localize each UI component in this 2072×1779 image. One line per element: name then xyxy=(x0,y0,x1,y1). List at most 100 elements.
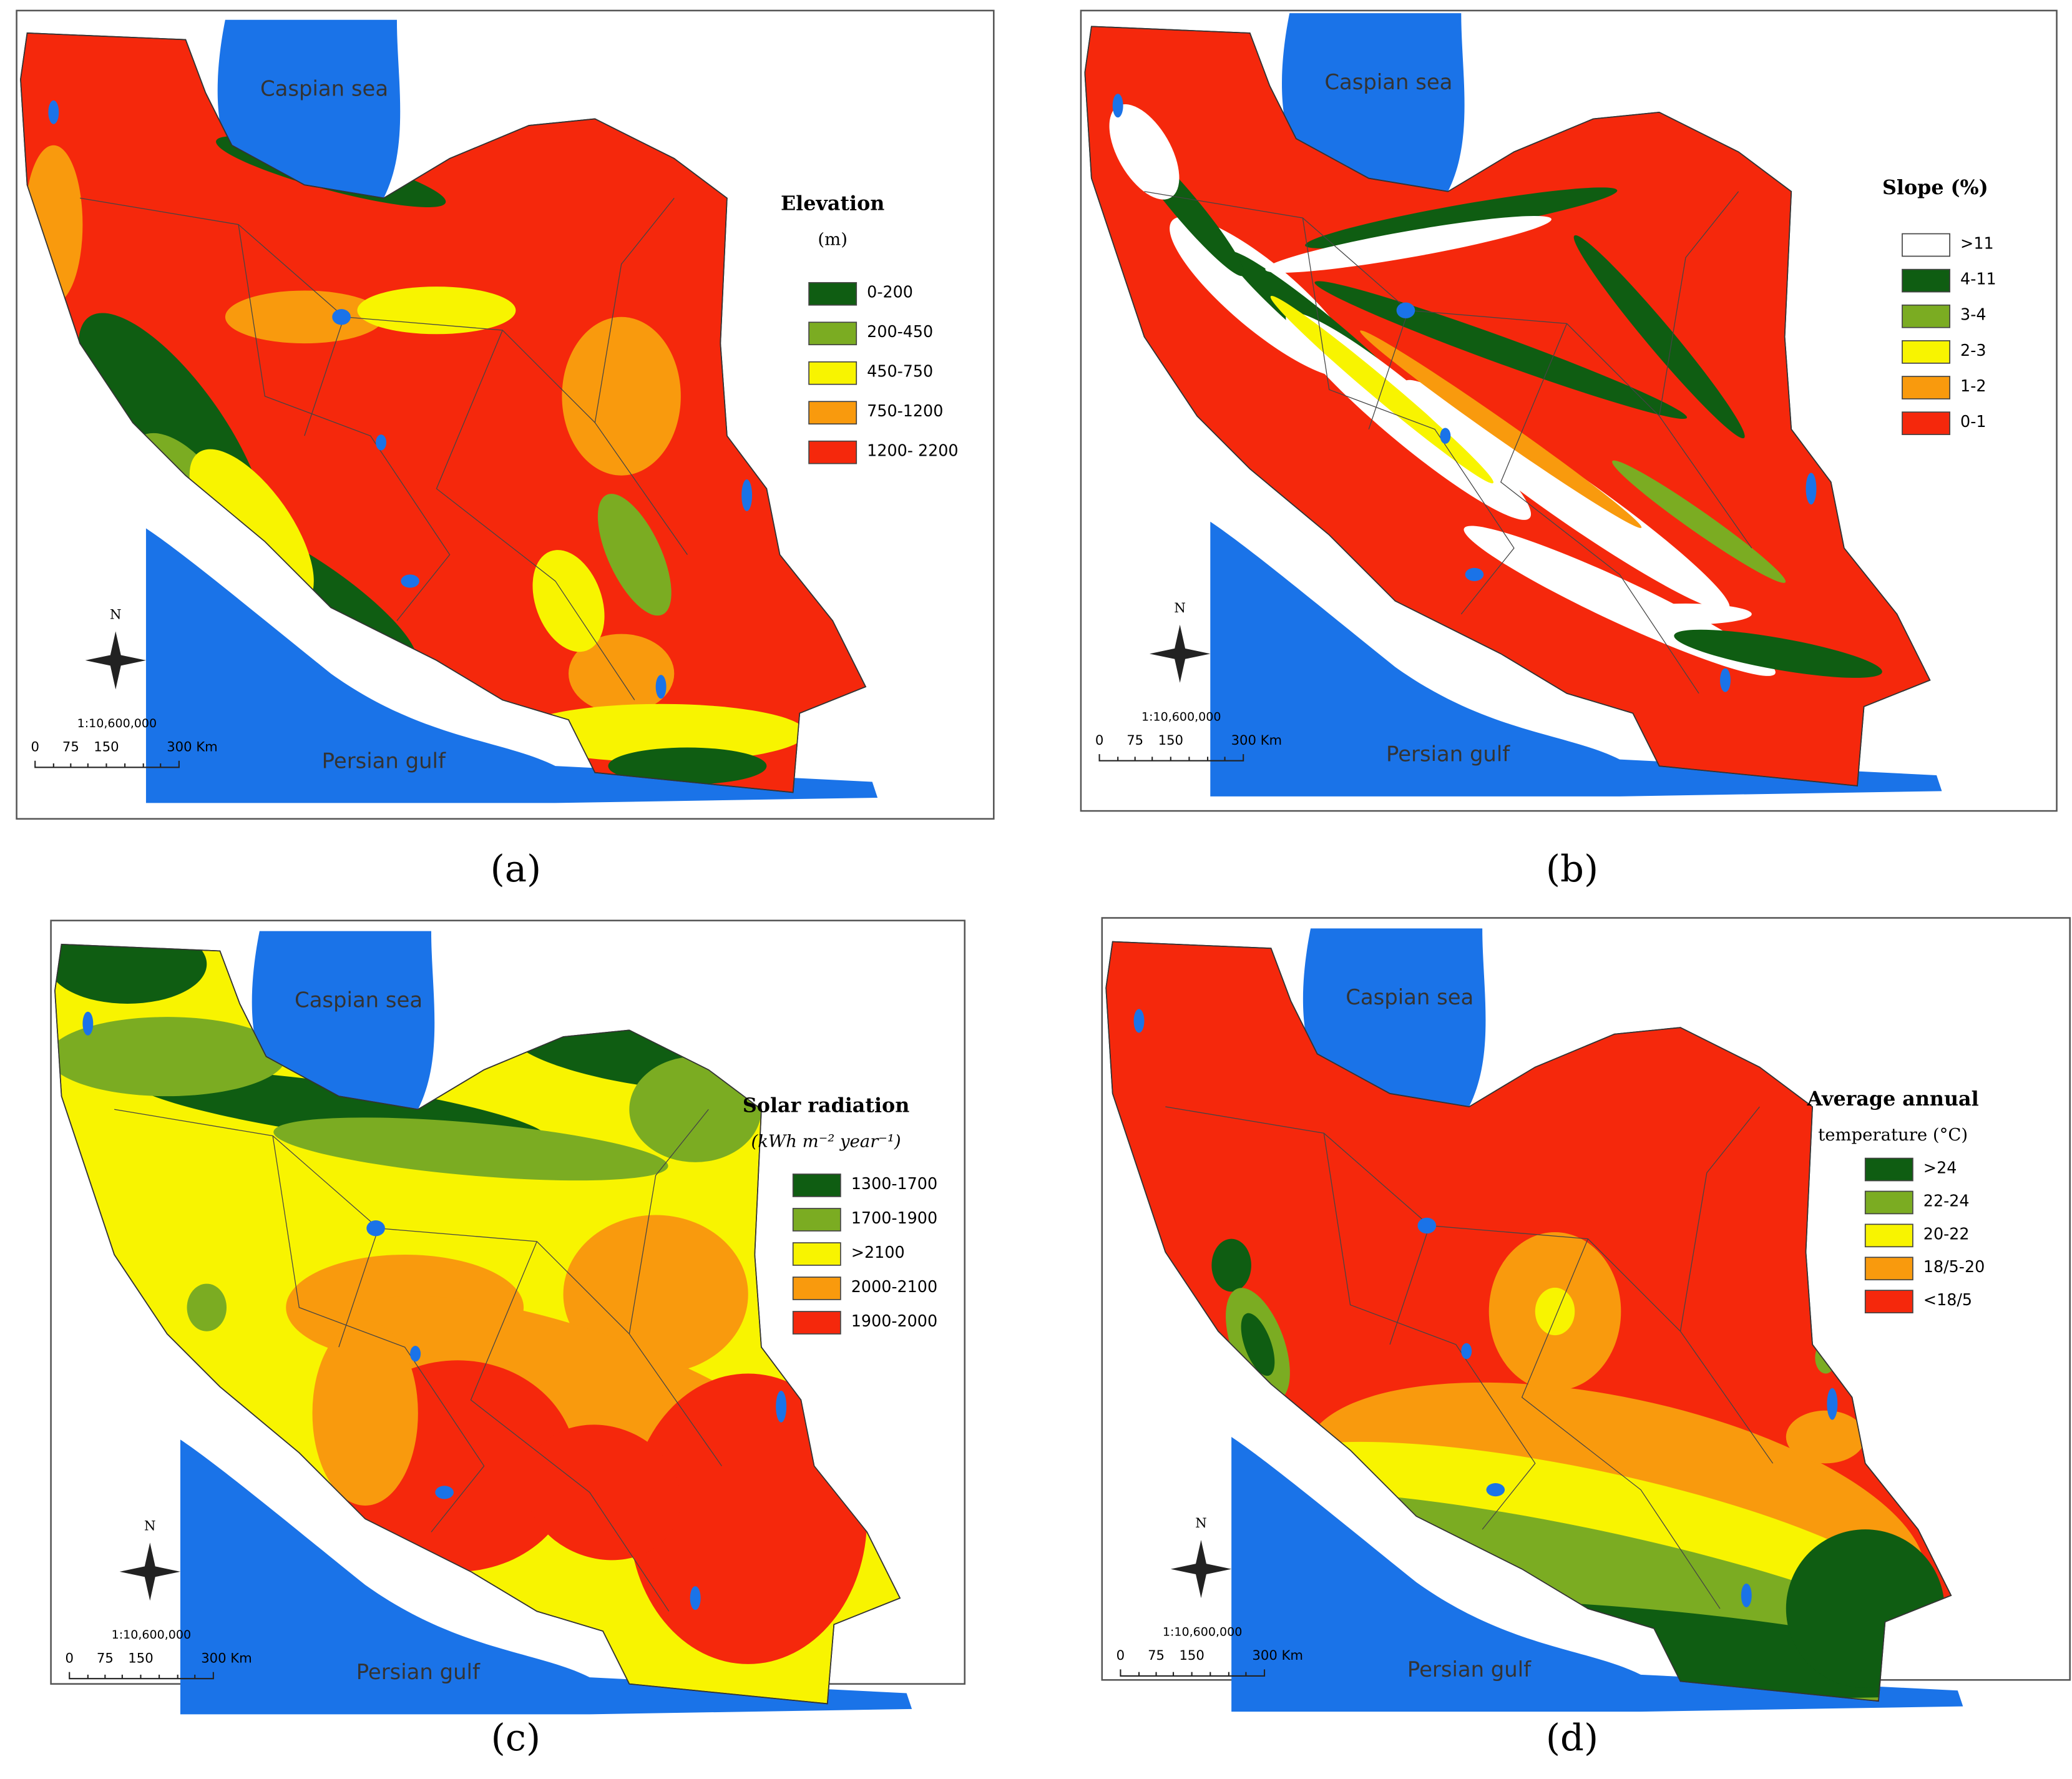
legend-label: 3-4 xyxy=(1960,305,1986,324)
scale-tick-label: 300 Km xyxy=(201,1650,252,1665)
lake xyxy=(366,1220,385,1237)
legend-subtitle: (m) xyxy=(818,230,848,250)
panel-caption: (c) xyxy=(491,1716,540,1759)
scale-tick-label: 75 xyxy=(97,1650,114,1665)
legend-title: Solar radiation xyxy=(743,1094,909,1117)
lake xyxy=(1461,1343,1472,1360)
legend-label: <18/5 xyxy=(1923,1290,1972,1309)
scale-bar xyxy=(69,1672,214,1680)
zone xyxy=(1404,380,1730,611)
map: Caspian sea Persian gulf N 1:10,600,000 0 75 1… xyxy=(54,931,912,1715)
zone xyxy=(1265,215,1552,273)
zone xyxy=(54,1017,286,1097)
zone xyxy=(1620,603,1752,625)
sea-label: Persian gulf xyxy=(356,1660,481,1684)
lake xyxy=(1827,1388,1838,1420)
legend-swatch xyxy=(1902,376,1950,399)
zone xyxy=(357,287,516,335)
province-borders xyxy=(80,197,688,700)
scale-ratio: 1:10,600,000 xyxy=(1163,1625,1243,1639)
lake xyxy=(1417,1217,1437,1234)
legend-swatch xyxy=(792,1242,841,1266)
legend-label: >2100 xyxy=(851,1243,905,1262)
legend-swatch xyxy=(1864,1223,1913,1248)
lake xyxy=(655,675,667,699)
legend-label: 1-2 xyxy=(1960,376,1986,395)
persian-gulf xyxy=(1210,521,1942,796)
panel-caption: (b) xyxy=(1546,847,1598,890)
zone xyxy=(187,1283,227,1331)
legend-swatch xyxy=(1864,1157,1913,1182)
legend-subtitle: (kWh m⁻² year⁻¹) xyxy=(751,1132,901,1152)
legend-swatch xyxy=(1902,233,1950,257)
legend-label: >11 xyxy=(1960,233,1994,252)
north-arrow xyxy=(119,1542,180,1601)
legend-label: 22-24 xyxy=(1923,1191,1970,1210)
north-arrow xyxy=(85,631,146,690)
province-borders xyxy=(1144,191,1752,694)
legend-label: 750-1200 xyxy=(867,401,943,420)
scale-tick-label: 0 xyxy=(65,1650,73,1665)
panel-caption: (a) xyxy=(491,847,542,890)
legend-swatch xyxy=(1902,304,1950,328)
map: Caspian sea Persian gulf N 1:10,600,000 0 75 1… xyxy=(1084,13,1942,796)
sea-label: Caspian sea xyxy=(260,76,388,100)
lake xyxy=(435,1486,454,1499)
zone xyxy=(597,494,672,616)
scale-tick-label: 150 xyxy=(1179,1647,1204,1663)
lake xyxy=(1112,94,1123,118)
sea-label: Persian gulf xyxy=(322,748,446,773)
zone xyxy=(273,1117,668,1181)
scale-bar xyxy=(1098,754,1244,762)
zone xyxy=(1109,104,1180,200)
legend-label: 200-450 xyxy=(867,322,933,341)
zone xyxy=(562,316,681,476)
legend-subtitle: temperature (°C) xyxy=(1818,1125,1968,1145)
legend-title: Slope (%) xyxy=(1882,176,1988,199)
legend-swatch xyxy=(792,1208,841,1232)
lake xyxy=(1465,567,1484,581)
legend-swatch xyxy=(808,282,858,306)
north-arrow xyxy=(1149,624,1211,683)
legend-swatch xyxy=(792,1174,841,1197)
legend-label: 1300-1700 xyxy=(851,1174,937,1193)
zone xyxy=(225,290,384,344)
legend-swatch xyxy=(1864,1290,1913,1313)
zone xyxy=(1573,235,1745,439)
north-label: N xyxy=(1174,600,1185,615)
scale-bar xyxy=(1120,1669,1266,1677)
zone xyxy=(608,747,767,785)
legend-swatch xyxy=(1864,1257,1913,1281)
legend-swatch xyxy=(808,321,858,346)
lake xyxy=(410,1346,421,1362)
legend-label: 1200- 2200 xyxy=(867,441,958,460)
legend-label: 4-11 xyxy=(1960,270,1996,288)
lake xyxy=(376,434,387,451)
scale-bar xyxy=(34,760,180,768)
lake xyxy=(1396,302,1415,318)
scale-tick-label: 300 Km xyxy=(1252,1647,1303,1663)
sea-label: Persian gulf xyxy=(1407,1657,1532,1682)
sea-label: Caspian sea xyxy=(1346,985,1473,1009)
lake xyxy=(82,1011,94,1036)
legend-swatch xyxy=(1902,268,1950,293)
legend-label: 18/5-20 xyxy=(1923,1257,1985,1276)
legend-label: 1900-2000 xyxy=(851,1311,937,1330)
zone xyxy=(1241,1313,1275,1376)
lake xyxy=(690,1586,701,1610)
zone xyxy=(569,634,675,713)
zone xyxy=(629,1373,867,1664)
legend-title: Average annual xyxy=(1807,1087,1979,1110)
lake xyxy=(401,574,419,588)
scale-tick-label: 0 xyxy=(31,739,39,755)
legend-swatch xyxy=(808,361,858,385)
legend-swatch xyxy=(1864,1190,1913,1215)
lake xyxy=(1486,1483,1505,1497)
scale-tick-label: 150 xyxy=(94,739,119,755)
lake xyxy=(1741,1583,1752,1607)
caspian-sea xyxy=(217,19,401,202)
lake xyxy=(1806,473,1817,505)
legend-swatch xyxy=(1902,411,1950,435)
province-borders xyxy=(114,1109,722,1612)
legend-title: Elevation xyxy=(781,192,884,215)
